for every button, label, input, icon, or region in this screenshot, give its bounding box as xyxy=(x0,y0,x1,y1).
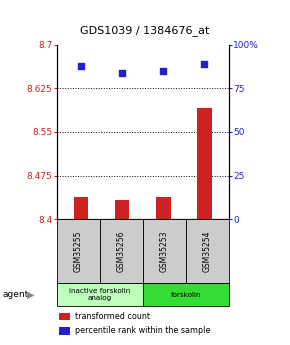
Text: forskolin: forskolin xyxy=(171,292,201,298)
Text: percentile rank within the sample: percentile rank within the sample xyxy=(75,326,210,335)
Point xyxy=(202,61,207,67)
Text: GSM35256: GSM35256 xyxy=(117,230,126,272)
Point xyxy=(79,63,84,69)
Point xyxy=(161,68,166,74)
Point xyxy=(120,70,125,76)
Bar xyxy=(115,200,129,219)
Bar xyxy=(197,108,212,219)
Text: transformed count: transformed count xyxy=(75,312,150,321)
Bar xyxy=(74,197,88,219)
Text: GDS1039 / 1384676_at: GDS1039 / 1384676_at xyxy=(80,25,210,36)
Text: ▶: ▶ xyxy=(27,290,34,299)
Bar xyxy=(156,197,171,219)
Text: GSM35254: GSM35254 xyxy=(203,230,212,272)
Text: inactive forskolin
analog: inactive forskolin analog xyxy=(69,288,130,301)
Text: GSM35255: GSM35255 xyxy=(74,230,83,272)
Text: GSM35253: GSM35253 xyxy=(160,230,169,272)
Text: agent: agent xyxy=(3,290,29,299)
